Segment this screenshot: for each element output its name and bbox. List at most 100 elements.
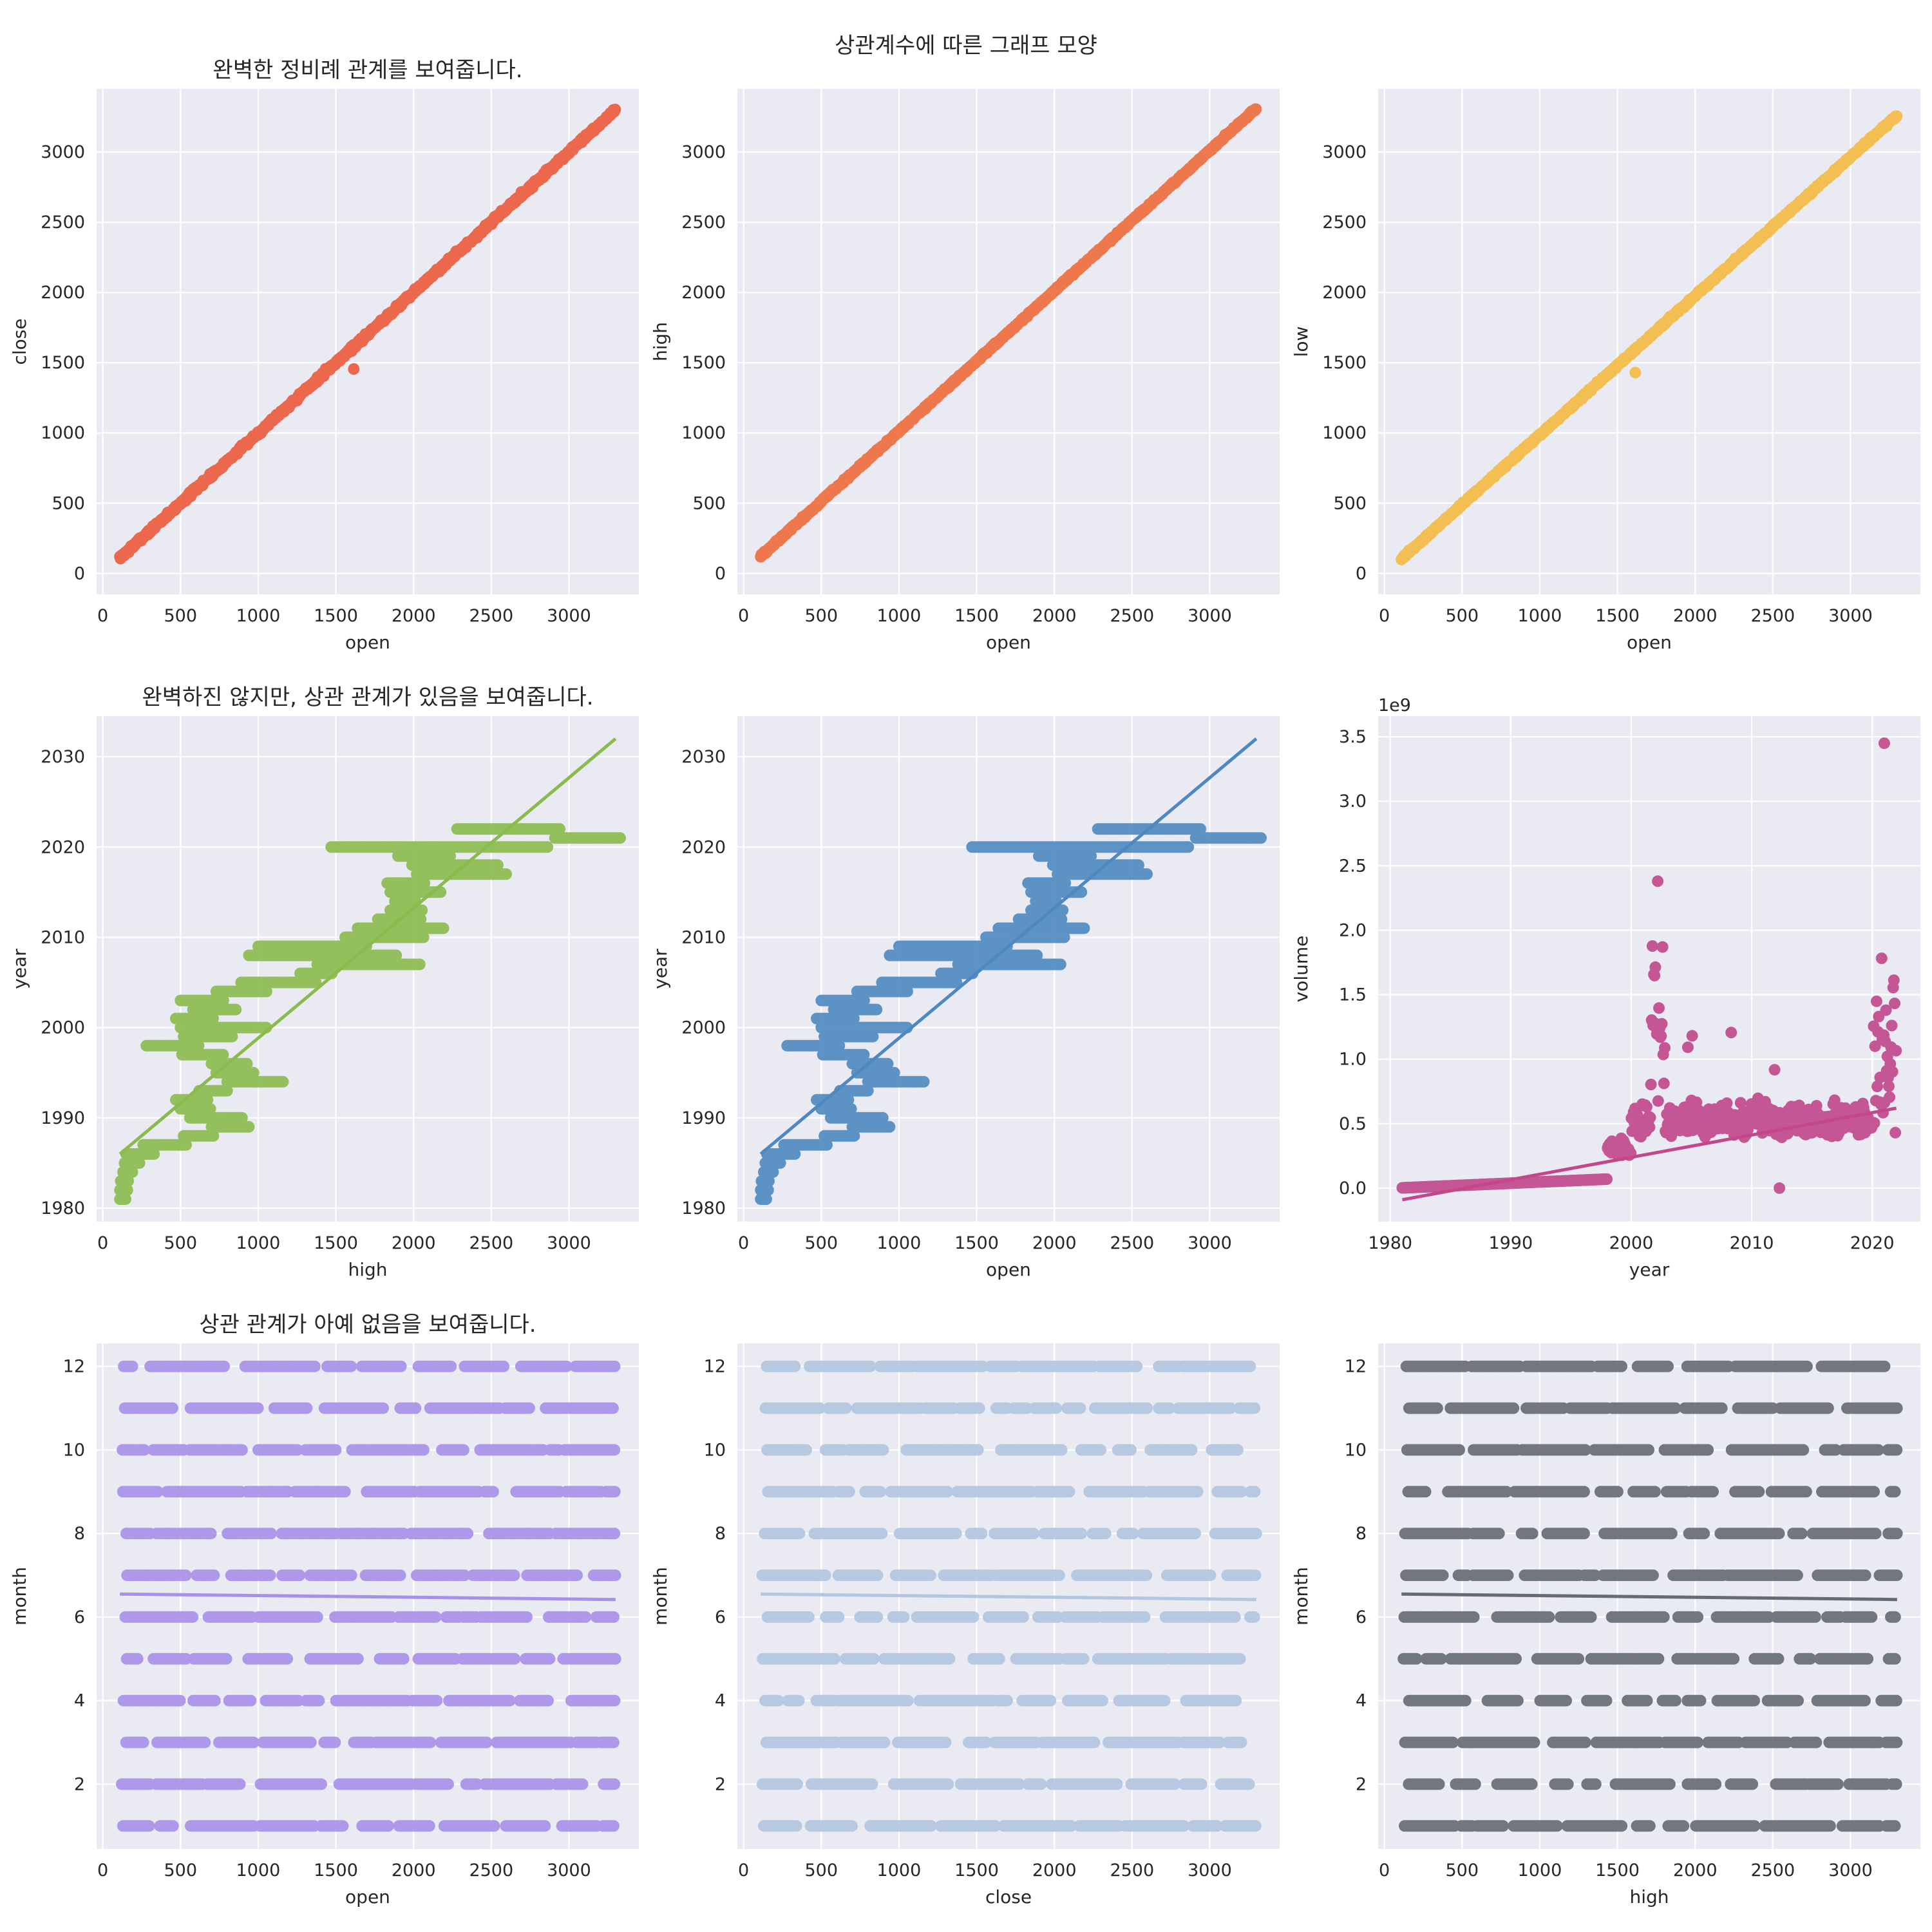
figure-title: 상관계수에 따른 그래프 모양 <box>835 33 1097 59</box>
subplot-3: 0 500 1000 1500 2000 2500 30000500100015002000… <box>1291 89 1920 653</box>
x-tick-label: 1000 <box>236 606 281 626</box>
y-tick-label: 500 <box>52 493 85 513</box>
data-point <box>1629 366 1642 379</box>
data-point <box>774 1157 786 1169</box>
x-tick-label: 1500 <box>314 1233 358 1253</box>
y-tick-label: 2000 <box>1322 283 1367 303</box>
subplot-5: 0 500 1000 1500 2000 2500 30001980199020002010… <box>650 716 1280 1280</box>
x-tick-label: 2000 <box>392 606 436 626</box>
data-point <box>419 877 431 889</box>
x-axis-label: open <box>345 632 390 653</box>
data-point <box>415 913 427 925</box>
data-point <box>862 1084 874 1097</box>
data-point <box>348 363 360 375</box>
x-tick-label: 2000 <box>1673 606 1718 626</box>
data-point <box>500 868 512 880</box>
x-tick-label: 0 <box>1379 606 1390 626</box>
data-point <box>901 985 913 998</box>
x-tick-label: 2500 <box>469 606 513 626</box>
x-axis-label: high <box>348 1259 387 1280</box>
x-tick-label: 1000 <box>236 1233 281 1253</box>
data-point <box>326 967 338 980</box>
x-tick-label: 500 <box>164 606 198 626</box>
x-tick-label: 0 <box>738 606 749 626</box>
y-tick-label: 3000 <box>41 142 85 162</box>
x-tick-label: 2500 <box>469 1233 513 1253</box>
data-point <box>217 994 229 1007</box>
y-tick-label: 2000 <box>41 283 85 303</box>
y-tick-label: 1980 <box>41 1198 85 1218</box>
y-tick-label: 1990 <box>41 1108 85 1128</box>
data-point <box>148 1148 160 1160</box>
data-point <box>1059 877 1072 889</box>
y-tick-label: 3000 <box>681 142 726 162</box>
x-tick-label: 2000 <box>1032 606 1077 626</box>
y-tick-label: 1500 <box>1322 353 1367 373</box>
x-tick-label: 3000 <box>547 1233 591 1253</box>
data-point <box>789 1148 801 1160</box>
scatter-points <box>1396 110 1903 565</box>
data-point <box>310 976 322 989</box>
subplot-2: 0 500 1000 1500 2000 2500 30000500100015002000… <box>650 89 1280 653</box>
data-point <box>888 1066 900 1079</box>
data-point <box>1250 103 1262 115</box>
data-point <box>193 1039 205 1052</box>
x-tick-label: 2000 <box>392 1233 436 1253</box>
y-axis-label: year <box>9 949 30 989</box>
data-point <box>202 1094 214 1106</box>
x-tick-label: 0 <box>97 1233 108 1253</box>
y-tick-label: 1000 <box>1322 423 1367 443</box>
data-point <box>416 904 428 916</box>
data-point <box>221 1084 233 1097</box>
data-point <box>207 1012 219 1025</box>
data-point <box>236 1112 248 1124</box>
data-point <box>858 1048 870 1061</box>
data-point <box>1056 913 1068 925</box>
scatter-points <box>114 823 626 1205</box>
data-point <box>760 1193 772 1205</box>
data-point <box>277 1075 289 1088</box>
x-tick-label: 3000 <box>1828 606 1873 626</box>
data-point <box>884 1121 896 1133</box>
data-point <box>1085 850 1097 862</box>
data-point <box>882 1057 894 1070</box>
y-axis-label: close <box>9 318 30 365</box>
data-point <box>763 1175 775 1187</box>
x-axis-label: open <box>986 632 1031 653</box>
data-point <box>609 104 621 115</box>
scatter-points <box>755 823 1267 1205</box>
data-point <box>133 1157 146 1169</box>
x-tick-label: 500 <box>805 606 838 626</box>
data-point <box>180 1139 192 1151</box>
y-tick-label: 1500 <box>681 353 726 373</box>
data-point <box>121 1184 133 1196</box>
y-tick-label: 0 <box>74 564 85 583</box>
data-point <box>867 1030 879 1043</box>
x-tick-label: 1500 <box>314 606 358 626</box>
data-point <box>762 1184 774 1196</box>
x-tick-label: 1000 <box>1518 606 1562 626</box>
data-point <box>918 1075 930 1088</box>
data-point <box>444 850 457 862</box>
data-point <box>554 823 565 835</box>
data-point <box>247 1066 260 1079</box>
data-point <box>848 1012 860 1025</box>
data-point <box>876 1112 889 1124</box>
data-point <box>207 1130 220 1142</box>
data-point <box>437 922 450 934</box>
y-tick-label: 500 <box>1333 493 1367 513</box>
data-point <box>226 1030 238 1043</box>
data-point <box>1891 110 1903 122</box>
data-point <box>967 967 979 980</box>
x-tick-label: 3000 <box>1188 606 1232 626</box>
data-point <box>767 1166 779 1178</box>
y-tick-label: 2500 <box>41 213 85 232</box>
data-point <box>390 949 402 961</box>
data-point <box>871 1003 883 1016</box>
y-tick-label: 2000 <box>681 283 726 303</box>
data-point <box>1132 859 1144 871</box>
y-axis-label: low <box>1291 327 1312 357</box>
y-tick-label: 2030 <box>41 747 85 767</box>
x-tick-label: 500 <box>1446 606 1479 626</box>
